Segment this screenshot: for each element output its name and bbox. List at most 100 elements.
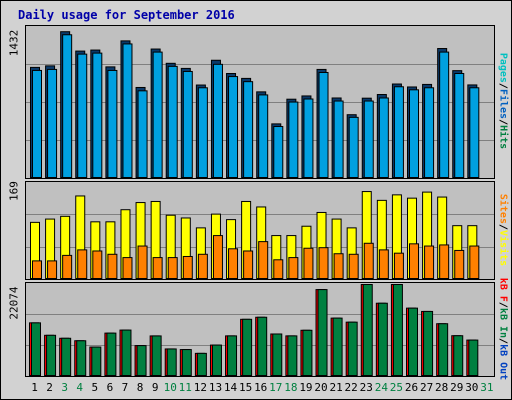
legend-mid: Sites/Visits [493,181,512,278]
kbin-bar-19 [302,329,313,376]
sites-bar-6 [107,253,118,279]
sites-bar-12 [197,253,208,279]
kbin-bar-23 [362,284,373,376]
visits-sites-plot [26,191,494,279]
files-bar-27 [424,87,435,178]
hits-files-plot [26,31,494,178]
files-bar-13 [212,63,223,178]
kb-plot [26,284,494,376]
kbin-bar-15 [242,318,253,376]
x-tick-label-16: 16 [254,381,268,394]
kbin-bar-30 [468,339,479,376]
x-tick-label-1: 1 [31,381,38,394]
x-tick-label-18: 18 [284,381,298,394]
sites-bar-16 [258,241,269,279]
sites-bar-13 [212,235,223,279]
sites-bar-14 [228,248,239,279]
legend-mid-1: / [497,223,509,230]
sites-bar-15 [243,250,254,279]
kbin-bar-1 [31,322,41,376]
sites-bar-19 [303,247,314,279]
kbin-bar-10 [166,348,177,376]
x-tick-label-22: 22 [344,381,358,394]
kbin-bar-16 [257,316,268,376]
kb-ymax-label: 22074 [7,286,21,320]
kbin-bar-27 [423,310,434,376]
sites-bar-4 [77,249,88,279]
legend-mid-0: Sites [497,193,509,224]
x-tick-label-15: 15 [238,381,253,394]
kbin-bar-4 [76,340,87,376]
files-bar-30 [469,87,480,178]
files-bar-14 [228,76,239,178]
legend-top-2: Files [497,88,509,120]
x-tick-label-11: 11 [178,381,192,394]
files-bar-15 [243,81,254,178]
kbin-bar-24 [377,302,388,376]
kbin-bar-26 [408,307,418,376]
files-bar-8 [137,90,148,178]
sites-bar-25 [393,252,404,279]
kbin-bar-11 [181,349,192,376]
sites-bar-26 [409,243,419,279]
legend-top-4: Hits [497,125,509,150]
files-bar-24 [378,97,389,178]
sites-bar-3 [62,254,73,279]
files-bar-7 [122,43,133,178]
x-tick-label-20: 20 [314,381,328,394]
legend-bot-1: / [497,301,509,308]
legend-mid-2: Visits [497,229,509,266]
files-bar-25 [393,86,404,178]
legend-top: Pages/Files/Hits [493,25,512,177]
legend-top-0: Pages [497,52,509,83]
kbin-bar-2 [46,334,57,376]
x-tick-label-13: 13 [208,381,223,394]
x-tick-label-5: 5 [91,381,99,394]
kbin-bar-12 [196,352,207,376]
x-tick-label-12: 12 [193,381,207,394]
legend-bot-4: kB Out [497,343,509,380]
kbin-bar-17 [272,333,283,376]
files-bar-26 [409,89,419,178]
x-tick-label-28: 28 [435,381,449,394]
x-tick-label-7: 7 [121,381,129,394]
x-tick-label-3: 3 [61,381,68,394]
files-bar-5 [92,52,103,178]
files-bar-16 [258,94,269,178]
x-tick-label-24: 24 [374,381,388,394]
files-bar-1 [32,69,42,178]
kb-ymax-label-box: 22074 [7,283,21,323]
sites-bar-23 [363,242,374,279]
legend-bot-0: kB F [497,277,509,302]
sites-bar-10 [167,257,178,279]
sites-bar-1 [32,260,42,279]
x-tick-label-10: 10 [163,381,177,394]
sites-bar-24 [378,249,389,279]
kbin-bar-18 [287,335,298,376]
sites-bar-5 [92,250,103,279]
x-tick-label-30: 30 [465,381,479,394]
kbin-bar-8 [136,345,147,376]
x-axis: 1 2 3 4 5 6 7 8 9 10 11 12 13 14 15 16 17 18 19 20 21 22 23 24 2… [25,381,493,397]
legend-bot: kB F/kB In/kB Out [493,277,512,379]
files-bar-21 [333,100,344,178]
sites-bar-8 [137,245,148,279]
sites-bar-27 [424,245,435,279]
x-tick-label-4: 4 [76,381,84,394]
files-bar-11 [182,70,193,178]
legend-bot-2: kB In [497,307,509,338]
kb-panel [25,282,495,377]
files-bar-29 [454,73,465,178]
sites-bar-7 [122,257,133,279]
files-bar-12 [197,87,208,178]
x-tick-label-6: 6 [106,381,114,394]
sites-bar-2 [47,260,58,279]
files-bar-9 [152,51,163,178]
kbin-bar-5 [91,346,102,376]
sites-bar-28 [439,244,450,279]
x-tick-label-2: 2 [46,381,53,394]
hits-ymax-label-box: 1432 [7,23,21,63]
kbin-bar-14 [227,335,238,376]
files-bar-28 [439,51,450,178]
